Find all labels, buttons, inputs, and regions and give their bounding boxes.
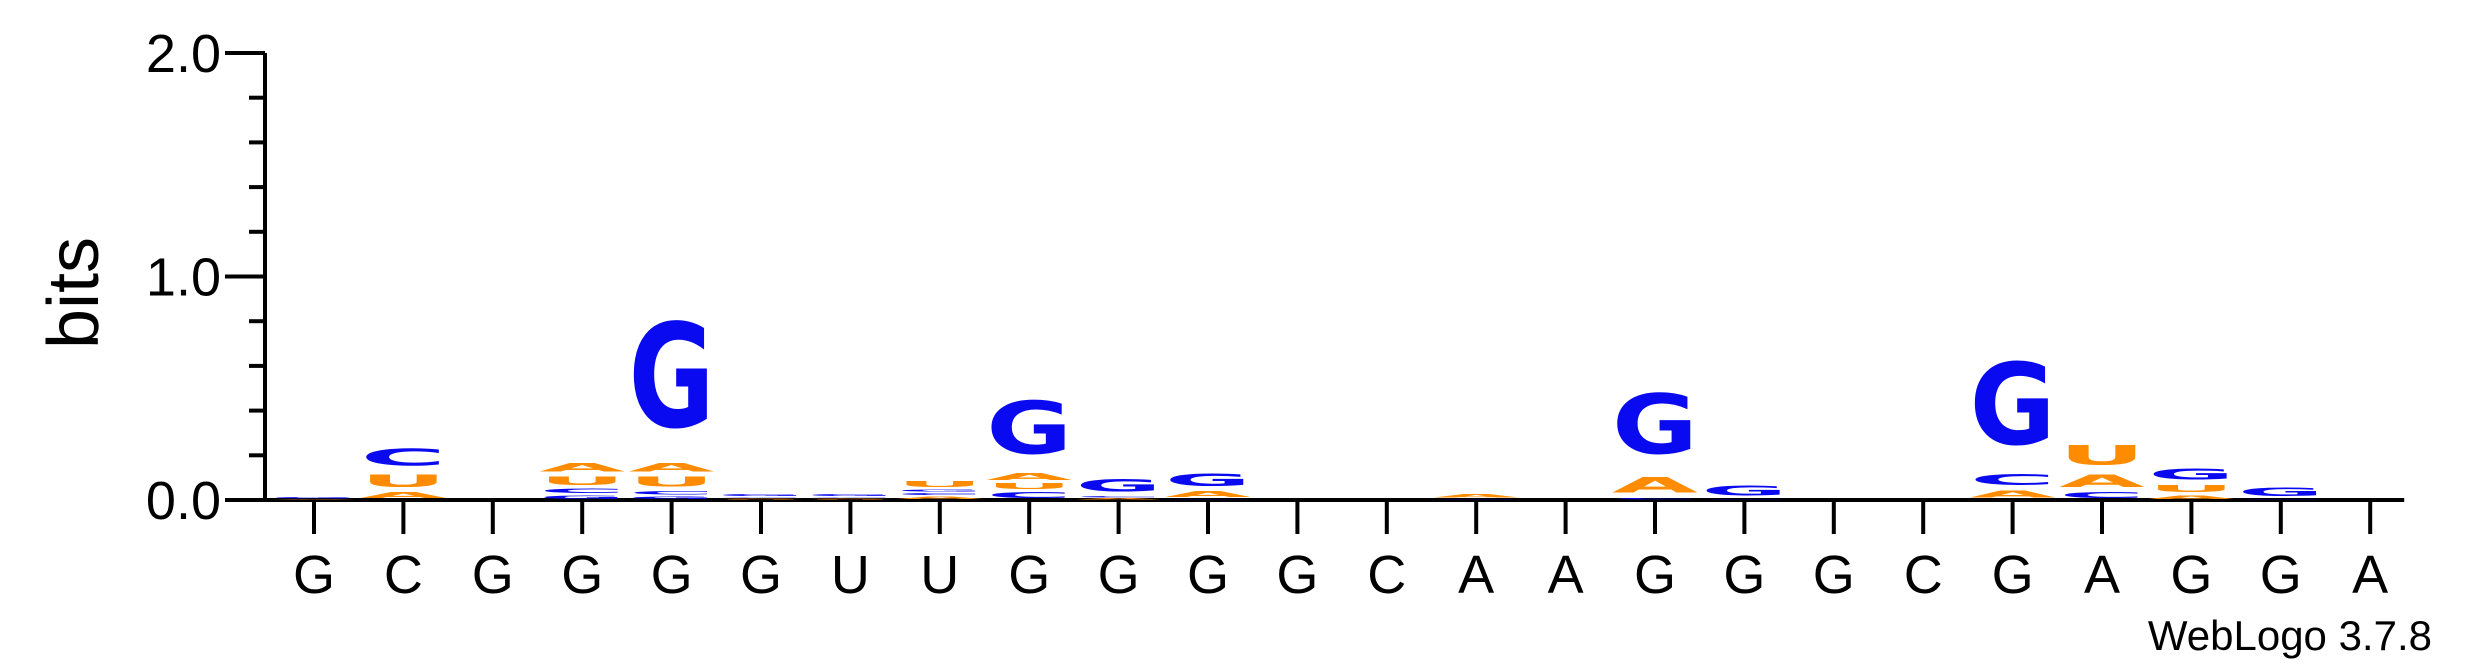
logo-letter-a: A <box>2059 471 2146 491</box>
logo-letter-u: U <box>539 474 625 487</box>
logo-letter-a: A <box>986 471 1072 482</box>
x-tick-label: U <box>831 545 870 605</box>
logo-letter-u: U <box>2148 483 2234 494</box>
logo-letter-g: G <box>1701 483 1787 499</box>
logo-letter-c: C <box>1612 498 1698 500</box>
logo-letter-c: C <box>1970 471 2056 489</box>
logo-letter-g: G <box>2238 486 2324 499</box>
logo-letter-c: C <box>718 497 804 498</box>
x-tick-label: A <box>2084 545 2120 605</box>
x-tick-label: G <box>1098 545 1140 605</box>
logo-letter-a: A <box>360 491 446 500</box>
logo-letter-c: C <box>1701 499 1787 500</box>
x-tick-label: G <box>1008 545 1050 605</box>
logo-letter-c: C <box>1076 496 1162 498</box>
logo-letter-u: U <box>629 474 715 490</box>
logo-letter-a: A <box>1970 489 2056 500</box>
y-tick-label: 0.0 <box>146 471 221 531</box>
logo-letter-c: C <box>986 491 1072 500</box>
x-tick-label: G <box>740 545 782 605</box>
logo-letter-g: G <box>2148 465 2234 483</box>
logo-letter-g: G <box>629 496 715 500</box>
logo-letter-a: A <box>1433 493 1519 499</box>
x-tick-label: G <box>2260 545 2302 605</box>
logo-letter-u: U <box>718 499 804 500</box>
logo-letter-a: A <box>271 499 357 500</box>
logo-letter-a: A <box>1612 473 1698 497</box>
logo-letter-c: C <box>1165 499 1251 500</box>
logo-letter-c: C <box>2238 499 2324 500</box>
logo-letter-g: G <box>986 387 1072 472</box>
logo-letter-c: C <box>1433 499 1519 500</box>
weblogo-version-label: WebLogo 3.7.8 <box>2148 612 2432 659</box>
x-tick-label: G <box>1992 545 2034 605</box>
logo-letter-u: U <box>360 471 446 491</box>
logo-letter-a: A <box>1076 498 1162 500</box>
x-tick-label: C <box>384 545 423 605</box>
y-tick-label: 2.0 <box>146 24 221 84</box>
x-tick-label: G <box>1187 545 1229 605</box>
x-tick-label: C <box>1904 545 1943 605</box>
x-tick-label: G <box>472 545 514 605</box>
logo-letter-a: A <box>807 498 893 499</box>
logo-letter-a: A <box>539 461 625 474</box>
logo-letter-u: U <box>897 480 983 489</box>
logo-letter-a: A <box>2148 494 2234 500</box>
logo-letter-a: A <box>629 461 715 474</box>
logo-letter-c: C <box>629 490 715 496</box>
logo-letter-g: G <box>1970 339 2056 471</box>
x-tick-label: G <box>1723 545 1765 605</box>
logo-letter-c: C <box>360 444 446 471</box>
y-axis: 0.0 1.0 2.0 <box>146 24 267 531</box>
x-tick-label: G <box>561 545 603 605</box>
x-tick-label: A <box>1458 545 1494 605</box>
logo-letter-u: U <box>2059 440 2145 471</box>
logo-letter-g: G <box>539 494 625 500</box>
logo-letter-g: G <box>897 489 983 492</box>
logo-letter-a: A <box>897 496 983 500</box>
logo-letter-g: G <box>1076 475 1162 495</box>
x-tick-label: G <box>651 545 693 605</box>
logo-letter-g: G <box>807 493 893 496</box>
logo-letter-c: C <box>539 488 625 495</box>
logo-letter-c: C <box>2059 491 2145 500</box>
logo-letter-u: U <box>807 499 893 500</box>
x-tick-label: A <box>2352 545 2388 605</box>
y-tick-label: 1.0 <box>146 248 221 308</box>
logo-letter-a: A <box>1165 490 1251 499</box>
logo-letter-c: C <box>807 497 893 498</box>
logo-letter-u: U <box>986 482 1072 491</box>
x-tick-label: C <box>1367 545 1406 605</box>
logo-letter-g: G <box>629 294 715 461</box>
logo-letter-g: G <box>1165 470 1251 490</box>
logo-letter-c: C <box>897 492 983 495</box>
x-tick-label: G <box>1634 545 1676 605</box>
x-tick-label: G <box>2170 545 2212 605</box>
x-tick-label: A <box>1548 545 1584 605</box>
logo-letter-g: G <box>718 493 804 496</box>
logo-letter-g: G <box>271 497 357 499</box>
logo-letter-g: G <box>1612 378 1698 473</box>
x-tick-label: G <box>1813 545 1855 605</box>
x-tick-label: G <box>1276 545 1318 605</box>
x-tick-label: G <box>293 545 335 605</box>
x-tick-label: U <box>920 545 959 605</box>
y-axis-label: bits <box>34 237 114 349</box>
logo-letter-a: A <box>718 498 804 499</box>
